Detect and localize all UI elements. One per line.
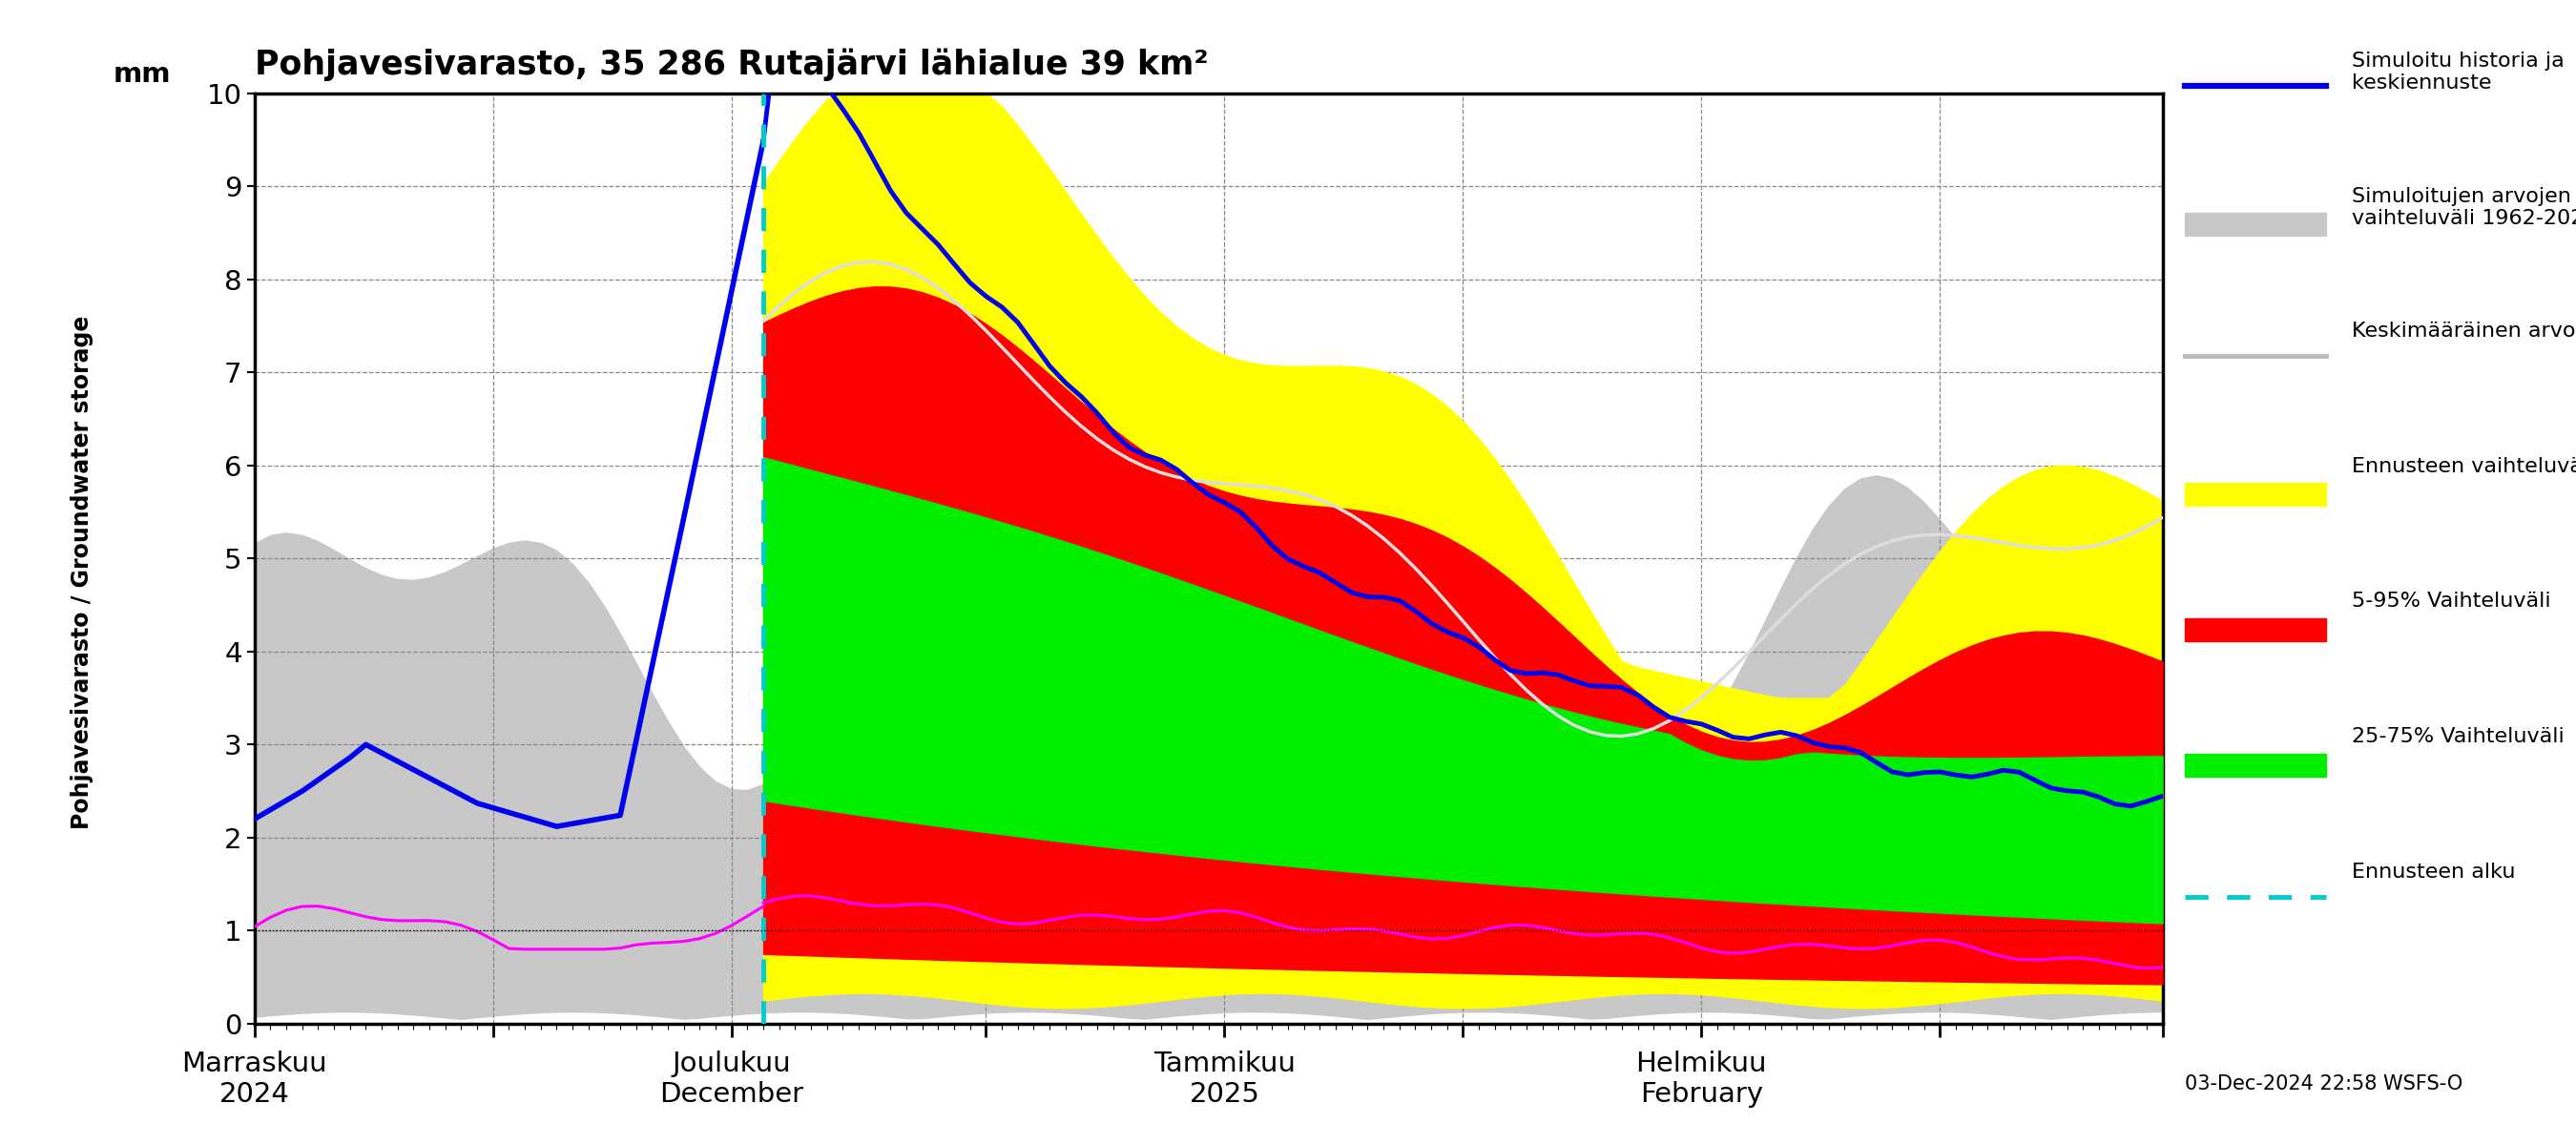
Text: Pohjavesivarasto, 35 286 Rutajärvi lähialue 39 km²: Pohjavesivarasto, 35 286 Rutajärvi lähia…	[255, 48, 1208, 81]
Text: mm: mm	[113, 61, 170, 88]
Text: Simuloitu historia ja
keskiennuste: Simuloitu historia ja keskiennuste	[2352, 52, 2563, 93]
Text: Ennusteen alku: Ennusteen alku	[2352, 862, 2517, 882]
Text: 03-Dec-2024 22:58 WSFS-O: 03-Dec-2024 22:58 WSFS-O	[2184, 1074, 2463, 1093]
Text: 25-75% Vaihteluväli: 25-75% Vaihteluväli	[2352, 727, 2563, 747]
Text: Simuloitujen arvojen
vaihteluväli 1962-2023: Simuloitujen arvojen vaihteluväli 1962-2…	[2352, 187, 2576, 228]
Text: Ennusteen vaihteluväli: Ennusteen vaihteluväli	[2352, 457, 2576, 476]
Text: Pohjavesivarasto / Groundwater storage: Pohjavesivarasto / Groundwater storage	[72, 316, 93, 829]
Text: Keskimääräinen arvo: Keskimääräinen arvo	[2352, 322, 2576, 341]
Text: 5-95% Vaihteluväli: 5-95% Vaihteluväli	[2352, 592, 2550, 611]
